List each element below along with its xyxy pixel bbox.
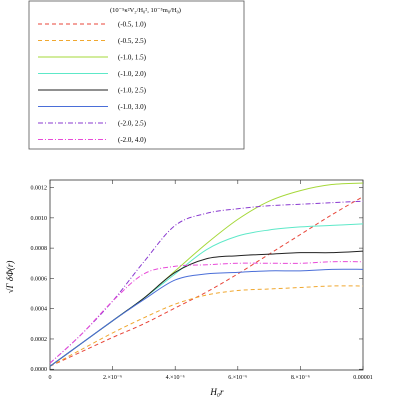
- y-tick-label: 0.0006: [31, 276, 48, 282]
- legend-label: (-0.5, 2.5): [118, 37, 147, 45]
- y-tick-label: 0.0004: [31, 307, 48, 313]
- series-line: [49, 285, 364, 367]
- legend-label: (-0.5, 1.0): [118, 21, 147, 29]
- y-tick-label: 0.0002: [31, 337, 48, 343]
- series-line: [49, 196, 364, 367]
- legend-label: (-1.0, 2.5): [118, 87, 147, 95]
- legend-frame: [28, 0, 245, 150]
- legend: (10⁻⁵κ²V₂/H₀², 10⁻⁵m₀/H₀) (-0.5, 1.0) (-0…: [28, 0, 245, 150]
- legend-label: (-1.0, 1.5): [118, 54, 147, 62]
- series-line: [49, 182, 364, 367]
- x-axis-label: H₀r: [209, 387, 224, 397]
- x-tick-label: 2.×10⁻⁶: [103, 375, 122, 381]
- legend-label: (-1.0, 2.0): [118, 70, 147, 78]
- legend-label: (-1.0, 3.0): [118, 103, 147, 111]
- series-line: [49, 261, 364, 364]
- x-tick-label: 6.×10⁻⁶: [228, 375, 247, 381]
- series-line: [49, 200, 364, 364]
- y-tick-label: 0.0012: [31, 186, 48, 192]
- legend-label: (-2.0, 2.5): [118, 120, 147, 128]
- x-tick-label: 8.×10⁻⁶: [291, 375, 310, 381]
- x-tick-label: 0: [49, 375, 52, 381]
- x-tick-label: 4.×10⁻⁶: [166, 375, 185, 381]
- y-tick-label: 0.0000: [31, 367, 48, 373]
- y-tick-label: 0.0010: [31, 216, 48, 222]
- plot-frame: [49, 179, 364, 371]
- legend-label: (-2.0, 4.0): [118, 136, 147, 144]
- y-axis-label: √Γ δΦ(r): [5, 261, 15, 294]
- series-line: [49, 268, 364, 367]
- series-line: [49, 250, 364, 367]
- y-tick-label: 0.0008: [31, 246, 48, 252]
- x-tick-label: 0.00001: [353, 375, 373, 381]
- legend-title: (10⁻⁵κ²V₂/H₀², 10⁻⁵m₀/H₀): [110, 7, 181, 14]
